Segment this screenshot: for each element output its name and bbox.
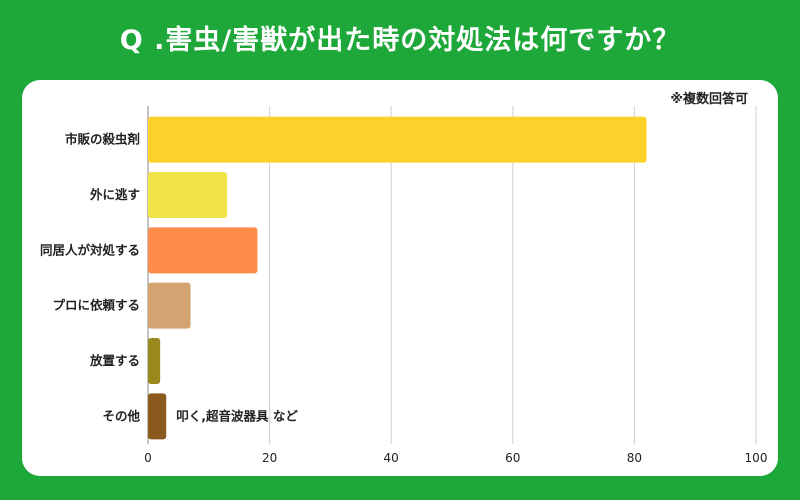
bar	[148, 116, 647, 163]
bar-annotation: 叩く,超音波器具 など	[176, 408, 298, 423]
bar	[148, 393, 167, 440]
chart-title: Q .害虫/害獣が出た時の対処法は何ですか？	[119, 25, 681, 56]
bar	[148, 227, 258, 274]
x-tick-label: 60	[505, 451, 520, 465]
x-tick-label: 100	[745, 451, 768, 465]
bar	[148, 172, 228, 218]
category-label: 放置する	[89, 353, 140, 368]
bar	[148, 282, 191, 329]
x-tick-label: 80	[627, 451, 642, 465]
multiple-answers-note: ※複数回答可	[670, 92, 748, 107]
bar	[148, 338, 161, 384]
category-label: その他	[102, 408, 140, 423]
x-tick-label: 40	[384, 451, 399, 465]
x-tick-label: 0	[144, 451, 152, 465]
x-tick-label: 20	[262, 451, 277, 465]
chart-card: ※複数回答可 市販の殺虫剤外に逃す同居人が対処するプロに依頼する放置するその他 0…	[22, 80, 778, 476]
category-label: 同居人が対処する	[40, 242, 140, 257]
category-label: 市販の殺虫剤	[65, 132, 140, 147]
category-label: 外に逃す	[89, 187, 140, 202]
category-label: プロに依頼する	[52, 298, 140, 313]
